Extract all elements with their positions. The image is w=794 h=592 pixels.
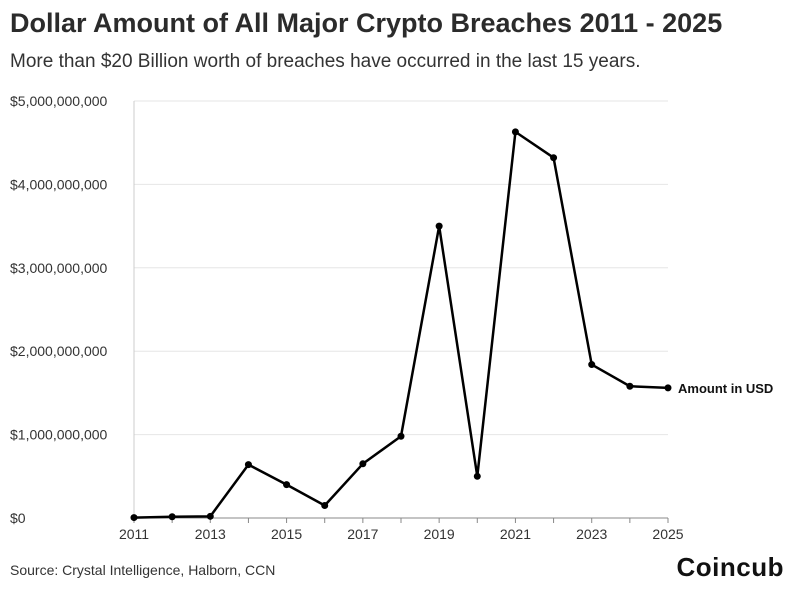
series-end-label: Amount in USD xyxy=(678,381,773,396)
data-point xyxy=(130,514,138,522)
chart-subtitle: More than $20 Billion worth of breaches … xyxy=(10,51,641,72)
data-point xyxy=(511,128,519,136)
data-point xyxy=(397,432,405,440)
series-group: Amount in USD xyxy=(130,128,773,522)
x-tick-label: 2015 xyxy=(271,526,302,542)
data-point xyxy=(321,501,329,509)
y-tick-label: $0 xyxy=(10,510,26,526)
x-tick-label: 2013 xyxy=(195,526,226,542)
chart-title: Dollar Amount of All Major Crypto Breach… xyxy=(10,8,723,38)
y-tick-label: $3,000,000,000 xyxy=(10,260,108,276)
series-line xyxy=(133,130,669,519)
y-tick-label: $5,000,000,000 xyxy=(10,93,108,109)
data-point xyxy=(473,472,481,480)
x-tick-label: 2017 xyxy=(347,526,378,542)
x-tick-label: 2011 xyxy=(119,526,149,542)
x-axis-ticks: 2011 2013 2015 2017 2019 2021 2023 2025 xyxy=(119,518,684,542)
data-point xyxy=(168,513,176,521)
x-tick-label: 2025 xyxy=(652,526,683,542)
x-tick-label: 2021 xyxy=(500,526,531,542)
x-tick-label: 2023 xyxy=(576,526,607,542)
y-tick-label: $4,000,000,000 xyxy=(10,176,108,192)
data-point xyxy=(550,154,558,162)
data-point xyxy=(283,481,291,489)
y-tick-label: $1,000,000,000 xyxy=(10,427,108,443)
data-point xyxy=(435,222,443,230)
x-tick-label: 2019 xyxy=(424,526,455,542)
source-note: Source: Crystal Intelligence, Halborn, C… xyxy=(10,562,276,578)
data-point xyxy=(664,384,672,392)
data-point xyxy=(359,460,367,468)
brand-logo: Coincub xyxy=(676,552,784,582)
y-axis-ticks: $0 $1,000,000,000 $2,000,000,000 $3,000,000… xyxy=(10,93,108,526)
data-point xyxy=(244,461,252,469)
y-tick-label: $2,000,000,000 xyxy=(10,343,108,359)
data-point xyxy=(626,382,634,390)
gridlines xyxy=(133,100,668,519)
data-point xyxy=(206,512,214,520)
data-point xyxy=(588,361,596,369)
